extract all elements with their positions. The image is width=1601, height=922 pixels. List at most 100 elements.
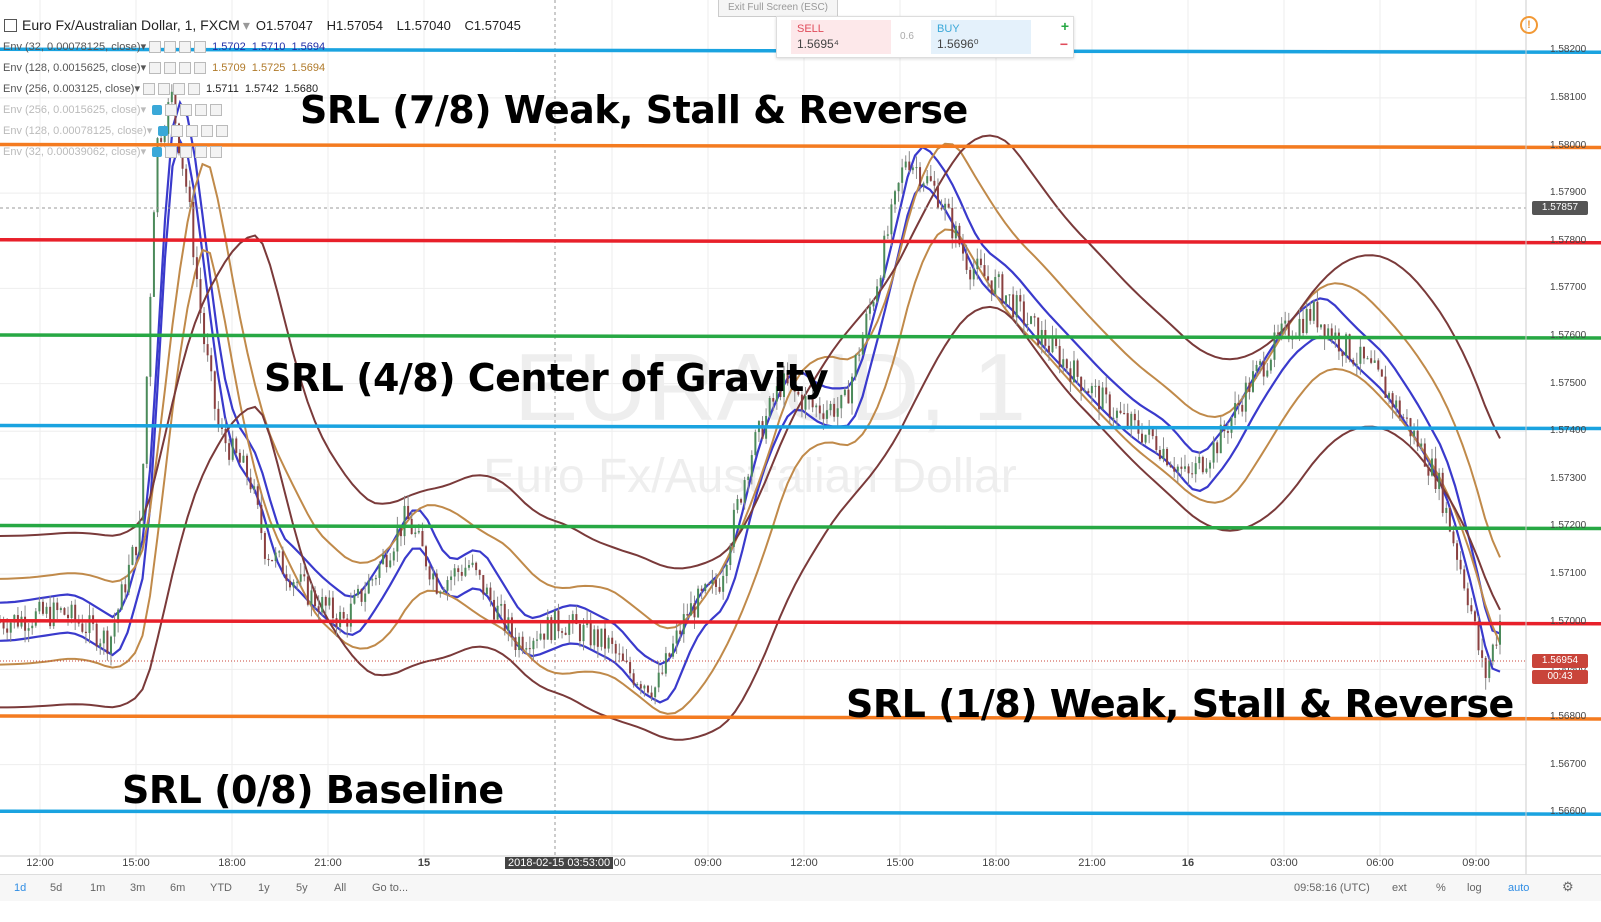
- dropdown-icon[interactable]: ▾: [140, 146, 147, 158]
- timeframe-1m[interactable]: 1m: [90, 882, 106, 894]
- candle-body: [761, 421, 764, 439]
- candle-body: [868, 306, 871, 314]
- candle-body: [185, 168, 188, 187]
- symbol-title[interactable]: Euro Fx/Australian Dollar, 1, FXCM: [22, 17, 240, 33]
- dropdown-icon[interactable]: ▾: [242, 16, 250, 33]
- timeframe-3m[interactable]: 3m: [130, 882, 146, 894]
- eye-icon[interactable]: [158, 125, 169, 136]
- dropdown-icon[interactable]: ▾: [140, 41, 147, 53]
- eye-icon[interactable]: [152, 104, 163, 115]
- timeframe-6m[interactable]: 6m: [170, 882, 186, 894]
- indicator-row[interactable]: Env (256, 0.003125, close) ▾ 1.5711 1.5742…: [3, 82, 318, 95]
- timeframe-1y[interactable]: 1y: [258, 882, 270, 894]
- indicator-tool-icon[interactable]: [171, 124, 184, 137]
- indicator-tool-icon[interactable]: [143, 82, 156, 95]
- utc-clock: 09:58:16 (UTC): [1294, 882, 1370, 894]
- candle-body: [306, 576, 309, 605]
- indicator-tool-icon[interactable]: [186, 124, 199, 137]
- warning-icon[interactable]: !: [1520, 16, 1538, 34]
- indicator-tool-icon[interactable]: [195, 145, 208, 158]
- candle-body: [1434, 458, 1437, 490]
- candle-body: [59, 608, 62, 611]
- candle-body: [56, 602, 59, 611]
- candle-body: [672, 643, 675, 657]
- sell-button[interactable]: SELL 1.5695⁴: [791, 20, 891, 54]
- indicator-tool-icon[interactable]: [194, 61, 207, 74]
- percent-toggle[interactable]: %: [1436, 882, 1446, 894]
- candle-body: [246, 455, 249, 478]
- candle-body: [1405, 417, 1408, 419]
- indicator-tool-icon[interactable]: [164, 61, 177, 74]
- indicator-tool-icon[interactable]: [179, 40, 192, 53]
- indicator-tool-icon[interactable]: [149, 40, 162, 53]
- indicator-tool-icon[interactable]: [180, 145, 193, 158]
- minus-icon[interactable]: −: [1059, 36, 1068, 52]
- candle-body: [1148, 427, 1151, 435]
- candle-body: [636, 684, 639, 686]
- dropdown-icon[interactable]: ▾: [140, 104, 147, 116]
- ext-toggle[interactable]: ext: [1392, 882, 1407, 894]
- candle-body: [170, 91, 173, 103]
- timeframe-goto[interactable]: Go to...: [372, 882, 409, 894]
- candle-body: [1004, 295, 1007, 304]
- indicator-tool-icon[interactable]: [201, 124, 214, 137]
- indicator-tool-icon[interactable]: [210, 103, 223, 116]
- indicator-label[interactable]: Env (32, 0.00039062, close): [3, 145, 141, 158]
- auto-toggle[interactable]: auto: [1508, 882, 1530, 894]
- buy-button[interactable]: BUY 1.5696⁰: [931, 20, 1031, 54]
- candle-body: [1327, 328, 1330, 339]
- dropdown-icon[interactable]: ▾: [140, 62, 147, 74]
- indicator-label[interactable]: Env (32, 0.00078125, close): [3, 40, 141, 53]
- timeframe-all[interactable]: All: [334, 882, 347, 894]
- candle-body: [808, 396, 811, 400]
- indicator-tool-icon[interactable]: [173, 82, 186, 95]
- dropdown-icon[interactable]: ▾: [146, 125, 153, 137]
- candle-body: [1158, 449, 1161, 459]
- candle-body: [421, 531, 424, 547]
- indicator-tool-icon[interactable]: [180, 103, 193, 116]
- indicator-tool-icon[interactable]: [188, 82, 201, 95]
- indicator-row[interactable]: Env (128, 0.00078125, close) ▾: [3, 124, 229, 137]
- plus-icon[interactable]: +: [1060, 18, 1069, 34]
- candle-body: [224, 428, 227, 444]
- indicator-tool-icon[interactable]: [164, 40, 177, 53]
- indicator-label[interactable]: Env (128, 0.00078125, close): [3, 124, 147, 137]
- log-toggle[interactable]: log: [1467, 882, 1482, 894]
- indicator-tool-icon[interactable]: [165, 103, 178, 116]
- indicator-tool-icon[interactable]: [216, 124, 229, 137]
- indicator-label[interactable]: Env (256, 0.003125, close): [3, 82, 135, 95]
- timeframe-5d[interactable]: 5d: [50, 882, 63, 894]
- candle-body: [63, 608, 66, 615]
- eye-icon[interactable]: [152, 146, 163, 157]
- indicator-label[interactable]: Env (256, 0.0015625, close): [3, 103, 141, 116]
- candle-body: [1320, 324, 1323, 328]
- indicator-tool-icon[interactable]: [165, 145, 178, 158]
- candle-body: [288, 580, 291, 588]
- exit-fullscreen-button[interactable]: Exit Full Screen (ESC): [718, 0, 838, 17]
- indicator-tool-icon[interactable]: [210, 145, 223, 158]
- indicator-tool-icon[interactable]: [149, 61, 162, 74]
- candle-body: [596, 629, 599, 647]
- indicator-label[interactable]: Env (128, 0.0015625, close): [3, 61, 141, 74]
- indicator-tool-icon[interactable]: [195, 103, 208, 116]
- candle-body: [299, 574, 302, 582]
- indicator-row[interactable]: Env (256, 0.0015625, close) ▾: [3, 103, 223, 116]
- candle-body: [303, 574, 306, 577]
- indicator-row[interactable]: Env (32, 0.00078125, close) ▾ 1.5702 1.571…: [3, 40, 325, 53]
- candle-body: [403, 505, 406, 537]
- candle-body: [987, 276, 990, 281]
- indicator-tool-icon[interactable]: [179, 61, 192, 74]
- indicator-row[interactable]: Env (32, 0.00039062, close) ▾: [3, 145, 223, 158]
- indicator-tool-icon[interactable]: [194, 40, 207, 53]
- timeframe-5y[interactable]: 5y: [296, 882, 308, 894]
- timeframe-1d[interactable]: 1d: [14, 882, 27, 894]
- candle-body: [614, 643, 617, 654]
- indicator-row[interactable]: Env (128, 0.0015625, close) ▾ 1.5709 1.572…: [3, 61, 325, 74]
- indicator-tool-icon[interactable]: [158, 82, 171, 95]
- candle-body: [113, 623, 116, 637]
- dropdown-icon[interactable]: ▾: [134, 83, 141, 95]
- timeframe-ytd[interactable]: YTD: [210, 882, 232, 894]
- gear-icon[interactable]: ⚙: [1562, 879, 1574, 894]
- collapse-icon[interactable]: [4, 18, 17, 32]
